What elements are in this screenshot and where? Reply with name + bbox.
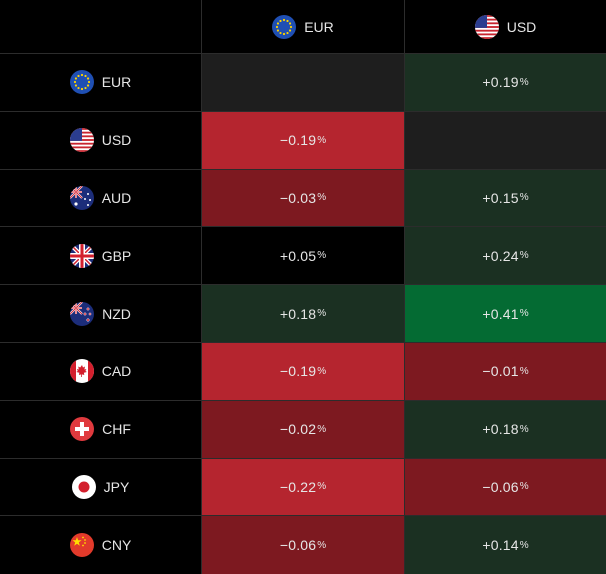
column-header-usd[interactable]: USD	[405, 0, 606, 53]
rate-value: −0.19	[279, 363, 317, 380]
header-row: EUR USD	[0, 0, 606, 54]
table-row-aud: AUD −0.03% +0.15%	[0, 169, 606, 228]
row-header-eur[interactable]: EUR	[0, 54, 202, 111]
table-row-cad: CAD −0.19% −0.01%	[0, 342, 606, 401]
rate-cell-chf-eur[interactable]: −0.02%	[202, 400, 405, 458]
table-row-chf: CHF −0.02% +0.18%	[0, 400, 606, 459]
eu-flag-icon	[272, 14, 297, 39]
row-header-cad[interactable]: CAD	[0, 342, 202, 400]
row-header-cny[interactable]: CNY	[0, 516, 202, 574]
au-flag-icon	[69, 185, 94, 210]
row-header-nzd[interactable]: NZD	[0, 285, 202, 342]
column-header-eur[interactable]: EUR	[202, 0, 405, 53]
row-header-label: EUR	[101, 74, 132, 91]
row-header-gbp[interactable]: GBP	[0, 227, 202, 285]
row-header-label: GBP	[101, 247, 132, 264]
percent-sign: %	[317, 481, 327, 493]
row-header-chf[interactable]: CHF	[0, 400, 202, 458]
percent-sign: %	[317, 423, 327, 435]
gb-flag-icon	[69, 243, 94, 268]
row-header-jpy[interactable]: JPY	[0, 458, 202, 516]
rate-cell-cad-eur[interactable]: −0.19%	[202, 342, 405, 400]
rate-cell-chf-usd[interactable]: +0.18%	[405, 400, 606, 458]
rate-cell-eur-eur	[202, 54, 405, 111]
rate-value: +0.05	[279, 247, 317, 264]
percent-sign: %	[317, 192, 327, 204]
table-row-nzd: NZD +0.18% +0.41%	[0, 285, 606, 343]
table-row-gbp: GBP +0.05% +0.24%	[0, 227, 606, 286]
row-header-label: CNY	[101, 537, 132, 554]
row-header-label: USD	[101, 132, 132, 149]
rate-value: −0.22	[279, 478, 317, 495]
rate-value: −0.19	[279, 132, 317, 149]
rate-value: +0.18	[279, 305, 317, 322]
rate-cell-usd-eur[interactable]: −0.19%	[202, 111, 405, 169]
eu-flag-icon	[69, 70, 94, 95]
rate-value: −0.06	[279, 537, 317, 554]
percent-sign: %	[519, 365, 529, 377]
row-header-label: NZD	[102, 305, 131, 322]
percent-sign: %	[317, 308, 327, 320]
table-row-eur: EUR +0.19%	[0, 54, 606, 112]
row-header-usd[interactable]: USD	[0, 111, 202, 169]
percent-sign: %	[317, 250, 327, 262]
percent-sign: %	[317, 365, 327, 377]
rate-value: −0.03	[279, 189, 317, 206]
row-header-label: CAD	[101, 363, 132, 380]
percent-sign: %	[519, 539, 529, 551]
rate-cell-aud-eur[interactable]: −0.03%	[202, 169, 405, 227]
table-row-cny: CNY −0.06% +0.14%	[0, 516, 606, 574]
percent-sign: %	[519, 250, 529, 262]
row-header-label: AUD	[101, 189, 132, 206]
jp-flag-icon	[71, 474, 96, 499]
rate-value: +0.24	[482, 247, 519, 264]
rate-value: −0.06	[482, 478, 519, 495]
rate-cell-eur-usd[interactable]: +0.19%	[405, 54, 606, 111]
percent-sign: %	[519, 423, 529, 435]
percent-sign: %	[317, 134, 327, 146]
nz-flag-icon	[70, 301, 95, 326]
rate-cell-nzd-eur[interactable]: +0.18%	[202, 285, 405, 342]
ch-flag-icon	[70, 417, 95, 442]
rate-value: −0.01	[482, 363, 519, 380]
rate-cell-gbp-usd[interactable]: +0.24%	[405, 227, 606, 285]
us-flag-icon	[69, 128, 94, 153]
rate-cell-jpy-eur[interactable]: −0.22%	[202, 458, 405, 516]
corner-cell	[0, 0, 202, 53]
rate-cell-gbp-eur[interactable]: +0.05%	[202, 227, 405, 285]
rate-cell-aud-usd[interactable]: +0.15%	[405, 169, 606, 227]
rate-value: +0.19	[482, 74, 519, 91]
table-row-usd: USD −0.19%	[0, 111, 606, 170]
table-row-jpy: JPY −0.22% −0.06%	[0, 458, 606, 517]
rate-cell-nzd-usd[interactable]: +0.41%	[405, 285, 606, 342]
rate-value: +0.41	[482, 305, 519, 322]
percent-sign: %	[317, 539, 327, 551]
rate-value: +0.14	[482, 537, 519, 554]
percent-sign: %	[519, 76, 529, 88]
cn-flag-icon	[69, 533, 94, 558]
percent-sign: %	[519, 192, 529, 204]
column-header-label: USD	[506, 18, 537, 35]
rate-value: +0.15	[482, 189, 519, 206]
rate-cell-usd-usd	[405, 111, 606, 169]
rate-cell-cny-usd[interactable]: +0.14%	[405, 516, 606, 574]
ca-flag-icon	[69, 359, 94, 384]
rate-cell-cny-eur[interactable]: −0.06%	[202, 516, 405, 574]
row-header-aud[interactable]: AUD	[0, 169, 202, 227]
percent-sign: %	[519, 481, 529, 493]
rate-cell-cad-usd[interactable]: −0.01%	[405, 342, 606, 400]
rate-value: +0.18	[482, 421, 519, 438]
us-flag-icon	[474, 14, 499, 39]
rate-cell-jpy-usd[interactable]: −0.06%	[405, 458, 606, 516]
rate-value: −0.02	[279, 421, 317, 438]
row-header-label: CHF	[102, 421, 131, 438]
column-header-label: EUR	[304, 18, 334, 35]
row-header-label: JPY	[103, 478, 130, 495]
percent-sign: %	[519, 308, 529, 320]
